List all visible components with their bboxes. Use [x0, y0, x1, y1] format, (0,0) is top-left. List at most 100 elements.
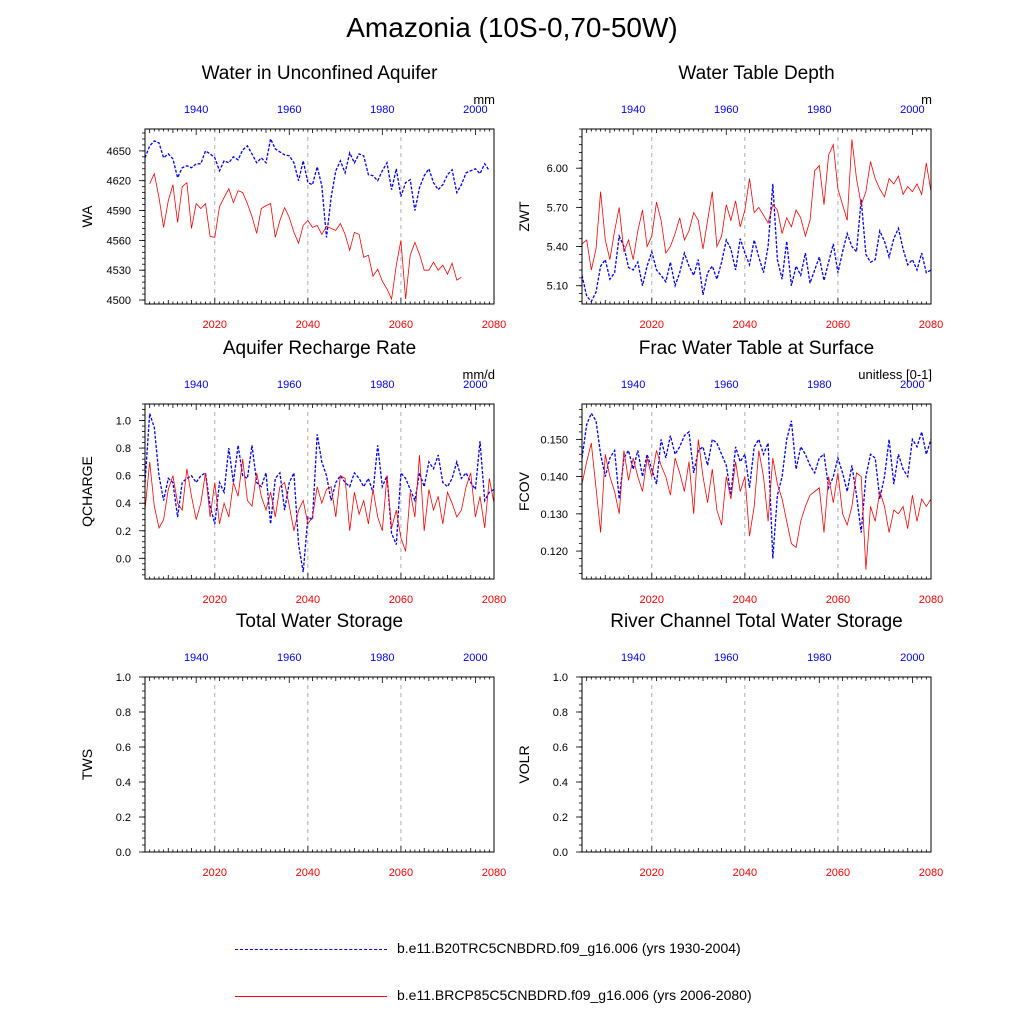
plot-frame	[144, 403, 495, 580]
plot-frame	[144, 128, 495, 305]
y-tick-label: 0.6	[116, 742, 131, 754]
y-tick-label: 0.8	[553, 707, 568, 719]
units-label: m	[921, 92, 932, 107]
y-tick-label: 4620	[107, 176, 131, 188]
x-top-tick-label: 1980	[370, 104, 394, 116]
x-top-tick-label: 1940	[621, 652, 645, 664]
y-tick-label: 0.150	[540, 434, 568, 446]
x-top-tick-label: 1960	[714, 104, 738, 116]
plot-frame	[581, 403, 932, 580]
x-bottom-tick-label: 2040	[733, 594, 757, 606]
x-top-tick-label: 1980	[807, 379, 831, 391]
y-tick-label: 0.4	[553, 777, 568, 789]
x-bottom-tick-label: 2060	[389, 319, 413, 331]
series-line-future	[145, 454, 494, 552]
x-top-tick-label: 2000	[900, 104, 924, 116]
plot-frame	[581, 128, 932, 305]
x-bottom-tick-label: 2040	[296, 319, 320, 331]
x-bottom-tick-label: 2040	[296, 867, 320, 879]
x-top-tick-label: 1960	[277, 104, 301, 116]
x-top-tick-label: 1960	[714, 652, 738, 664]
units-label: mm	[473, 92, 495, 107]
panel-title: Water in Unconfined Aquifer	[202, 63, 439, 84]
y-tick-label: 0.140	[540, 472, 568, 484]
y-tick-label: 5.10	[547, 281, 568, 293]
x-bottom-tick-label: 2020	[640, 594, 664, 606]
y-axis-label: QCHARGE	[79, 456, 95, 527]
y-tick-label: 4560	[107, 235, 131, 247]
x-top-tick-label: 1980	[370, 652, 394, 664]
x-bottom-tick-label: 2040	[733, 319, 757, 331]
x-bottom-tick-label: 2060	[826, 594, 850, 606]
x-bottom-tick-label: 2020	[203, 319, 227, 331]
x-bottom-tick-label: 2080	[919, 594, 943, 606]
y-axis-label: TWS	[79, 749, 95, 780]
y-axis-label: WA	[79, 205, 95, 228]
legend-item-future: b.e11.BRCP85C5CNBDRD.f09_g16.006 (yrs 20…	[235, 987, 995, 1007]
y-tick-label: 0.2	[116, 812, 131, 824]
x-bottom-tick-label: 2060	[826, 319, 850, 331]
y-tick-label: 0.0	[116, 553, 131, 565]
y-tick-label: 1.0	[553, 672, 568, 684]
plot-frame	[581, 676, 932, 853]
panel-title: Aquifer Recharge Rate	[223, 338, 416, 359]
legend-item-historical: b.e11.B20TRC5CNBDRD.f09_g16.006 (yrs 193…	[235, 940, 995, 960]
x-top-tick-label: 2000	[463, 104, 487, 116]
y-tick-label: 0.8	[116, 443, 131, 455]
y-tick-label: 6.00	[547, 163, 568, 175]
x-top-tick-label: 2000	[900, 652, 924, 664]
y-tick-label: 0.130	[540, 509, 568, 521]
panel-title: River Channel Total Water Storage	[610, 611, 903, 632]
x-bottom-tick-label: 2080	[919, 319, 943, 331]
x-top-tick-label: 2000	[463, 652, 487, 664]
x-top-tick-label: 1940	[184, 379, 208, 391]
x-top-tick-label: 1940	[184, 652, 208, 664]
x-bottom-tick-label: 2020	[203, 594, 227, 606]
y-axis-label: VOLR	[516, 745, 532, 783]
x-top-tick-label: 1960	[277, 652, 301, 664]
y-tick-label: 0.6	[116, 471, 131, 483]
legend-label-future: b.e11.BRCP85C5CNBDRD.f09_g16.006 (yrs 20…	[397, 987, 752, 1003]
y-tick-label: 4590	[107, 206, 131, 218]
x-top-tick-label: 1960	[714, 379, 738, 391]
panel-title: Total Water Storage	[236, 611, 403, 632]
x-bottom-tick-label: 2020	[640, 319, 664, 331]
x-bottom-tick-label: 2060	[389, 867, 413, 879]
x-bottom-tick-label: 2080	[482, 594, 506, 606]
y-tick-label: 5.70	[547, 202, 568, 214]
y-tick-label: 0.4	[116, 777, 131, 789]
x-top-tick-label: 1940	[184, 104, 208, 116]
legend-swatch-historical	[235, 949, 387, 950]
y-tick-label: 0.0	[116, 847, 131, 859]
series-line-historical	[582, 411, 931, 559]
y-tick-label: 4530	[107, 265, 131, 277]
series-line-future	[582, 139, 931, 271]
y-tick-label: 5.40	[547, 242, 568, 254]
y-tick-label: 4650	[107, 146, 131, 158]
y-tick-label: 0.8	[116, 707, 131, 719]
series-line-historical	[145, 136, 490, 238]
y-tick-label: 1.0	[116, 416, 131, 428]
y-tick-label: 1.0	[116, 672, 131, 684]
legend: b.e11.B20TRC5CNBDRD.f09_g16.006 (yrs 193…	[0, 920, 1024, 1020]
y-tick-label: 0.6	[553, 742, 568, 754]
x-bottom-tick-label: 2060	[389, 594, 413, 606]
series-line-historical	[582, 183, 931, 303]
x-top-tick-label: 1940	[621, 379, 645, 391]
x-bottom-tick-label: 2060	[826, 867, 850, 879]
panel-title: Water Table Depth	[678, 63, 834, 84]
plot-frame	[144, 676, 495, 853]
panel-title: Frac Water Table at Surface	[639, 338, 875, 359]
x-top-tick-label: 1940	[621, 104, 645, 116]
series-line-future	[149, 172, 462, 301]
y-axis-label: FCOV	[516, 471, 532, 511]
legend-label-historical: b.e11.B20TRC5CNBDRD.f09_g16.006 (yrs 193…	[397, 940, 741, 956]
legend-swatch-future	[235, 996, 387, 997]
